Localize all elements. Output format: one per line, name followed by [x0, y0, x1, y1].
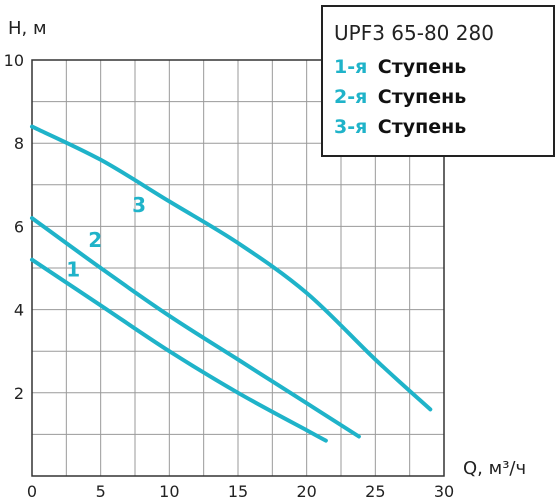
x-axis-title: Q, м³/ч	[463, 458, 526, 479]
x-tick-label: 0	[27, 482, 37, 501]
y-tick-label: 8	[14, 134, 24, 153]
legend-entry-1-num: 1-я	[334, 56, 367, 78]
y-tick-label: 10	[4, 51, 24, 70]
x-tick-label: 15	[228, 482, 248, 501]
legend-entry-3-num: 3-я	[334, 116, 367, 138]
curves	[30, 124, 433, 443]
y-axis-title: H, м	[8, 18, 47, 39]
x-tick-label: 30	[434, 482, 454, 501]
y-tick-label: 6	[14, 217, 24, 236]
tick-labels: 0 5 10 15 20 25 30 2 4 6 8 10	[4, 51, 455, 501]
plot-frame	[31, 59, 445, 477]
legend-entry-1: 1-я Ступень	[334, 56, 466, 78]
curve-label-2: 2	[88, 228, 102, 252]
legend-entry-3-word: Ступень	[378, 116, 467, 138]
x-tick-label: 20	[296, 482, 316, 501]
legend-entry-2: 2-я Ступень	[334, 86, 466, 108]
legend-entry-2-word: Ступень	[378, 86, 467, 108]
y-tick-label: 4	[14, 301, 24, 320]
x-tick-label: 25	[365, 482, 385, 501]
x-tick-label: 10	[159, 482, 179, 501]
x-tick-label: 5	[96, 482, 106, 501]
legend-box	[321, 5, 555, 157]
y-tick-label: 2	[14, 384, 24, 403]
legend: UPF3 65-80 280 1-я Ступень 2-я Ступень 3…	[321, 5, 555, 157]
curve-label-1: 1	[66, 257, 80, 281]
curve-label-3: 3	[132, 193, 146, 217]
axes	[31, 59, 445, 477]
curve-stage-2	[30, 216, 361, 439]
legend-title: UPF3 65-80 280	[334, 21, 494, 45]
legend-entry-2-num: 2-я	[334, 86, 367, 108]
legend-entry-1-word: Ступень	[378, 56, 467, 78]
curve-stage-3	[30, 124, 433, 412]
legend-entry-3: 3-я Ступень	[334, 116, 466, 138]
curve-labels: 12 3	[66, 193, 146, 281]
curve-stage-1	[30, 257, 328, 443]
